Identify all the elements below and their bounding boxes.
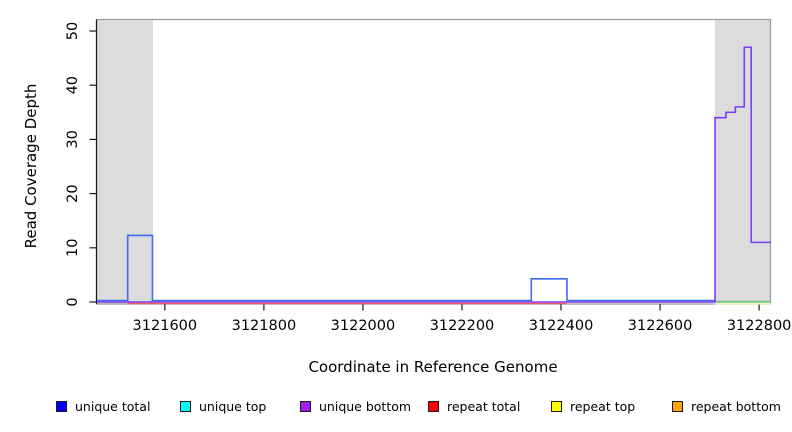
y-tick-label: 30 [65, 130, 81, 148]
legend-label: unique total [75, 399, 151, 414]
plot-border [95, 18, 772, 305]
repeat-bottom-swatch-icon [672, 401, 683, 412]
x-tick-label: 3121600 [133, 318, 198, 334]
x-axis-title: Coordinate in Reference Genome [308, 358, 558, 376]
series-unique-total [97, 234, 716, 302]
x-tick-label: 3122000 [331, 318, 396, 334]
unique-top-swatch-icon [180, 401, 191, 412]
legend: unique total unique top unique bottom re… [0, 399, 792, 419]
y-tick-label: 40 [65, 76, 81, 94]
left-repeat-region [97, 19, 153, 304]
series-unique-bottom [97, 46, 771, 303]
y-tick-label: 10 [65, 239, 81, 257]
repeat-total-swatch-icon [428, 401, 439, 412]
repeat-top-swatch-icon [551, 401, 562, 412]
x-tick-label: 3122200 [430, 318, 495, 334]
y-tick-label: 20 [65, 184, 81, 202]
x-tick-label: 3122800 [727, 318, 792, 334]
legend-label: repeat bottom [691, 399, 781, 414]
legend-item-repeat-top: repeat top [551, 399, 635, 414]
x-tick-label: 3122600 [628, 318, 693, 334]
unique-total-swatch-icon [56, 401, 67, 412]
legend-item-repeat-total: repeat total [428, 399, 520, 414]
legend-item-unique-bottom: unique bottom [300, 399, 411, 414]
x-tick-label: 3122400 [529, 318, 594, 334]
x-tick-label: 3121800 [232, 318, 297, 334]
legend-label: repeat total [447, 399, 521, 414]
y-tick-label: 50 [65, 22, 81, 40]
y-axis-title: Read Coverage Depth [22, 83, 40, 249]
legend-label: repeat top [570, 399, 636, 414]
unique-bottom-swatch-icon [300, 401, 311, 412]
legend-item-repeat-bottom: repeat bottom [672, 399, 781, 414]
legend-label: unique top [199, 399, 267, 414]
legend-item-unique-top: unique top [180, 399, 266, 414]
y-tick-label: 0 [65, 297, 81, 306]
legend-label: unique bottom [319, 399, 412, 414]
legend-item-unique-total: unique total [56, 399, 150, 414]
right-repeat-region [715, 19, 771, 304]
